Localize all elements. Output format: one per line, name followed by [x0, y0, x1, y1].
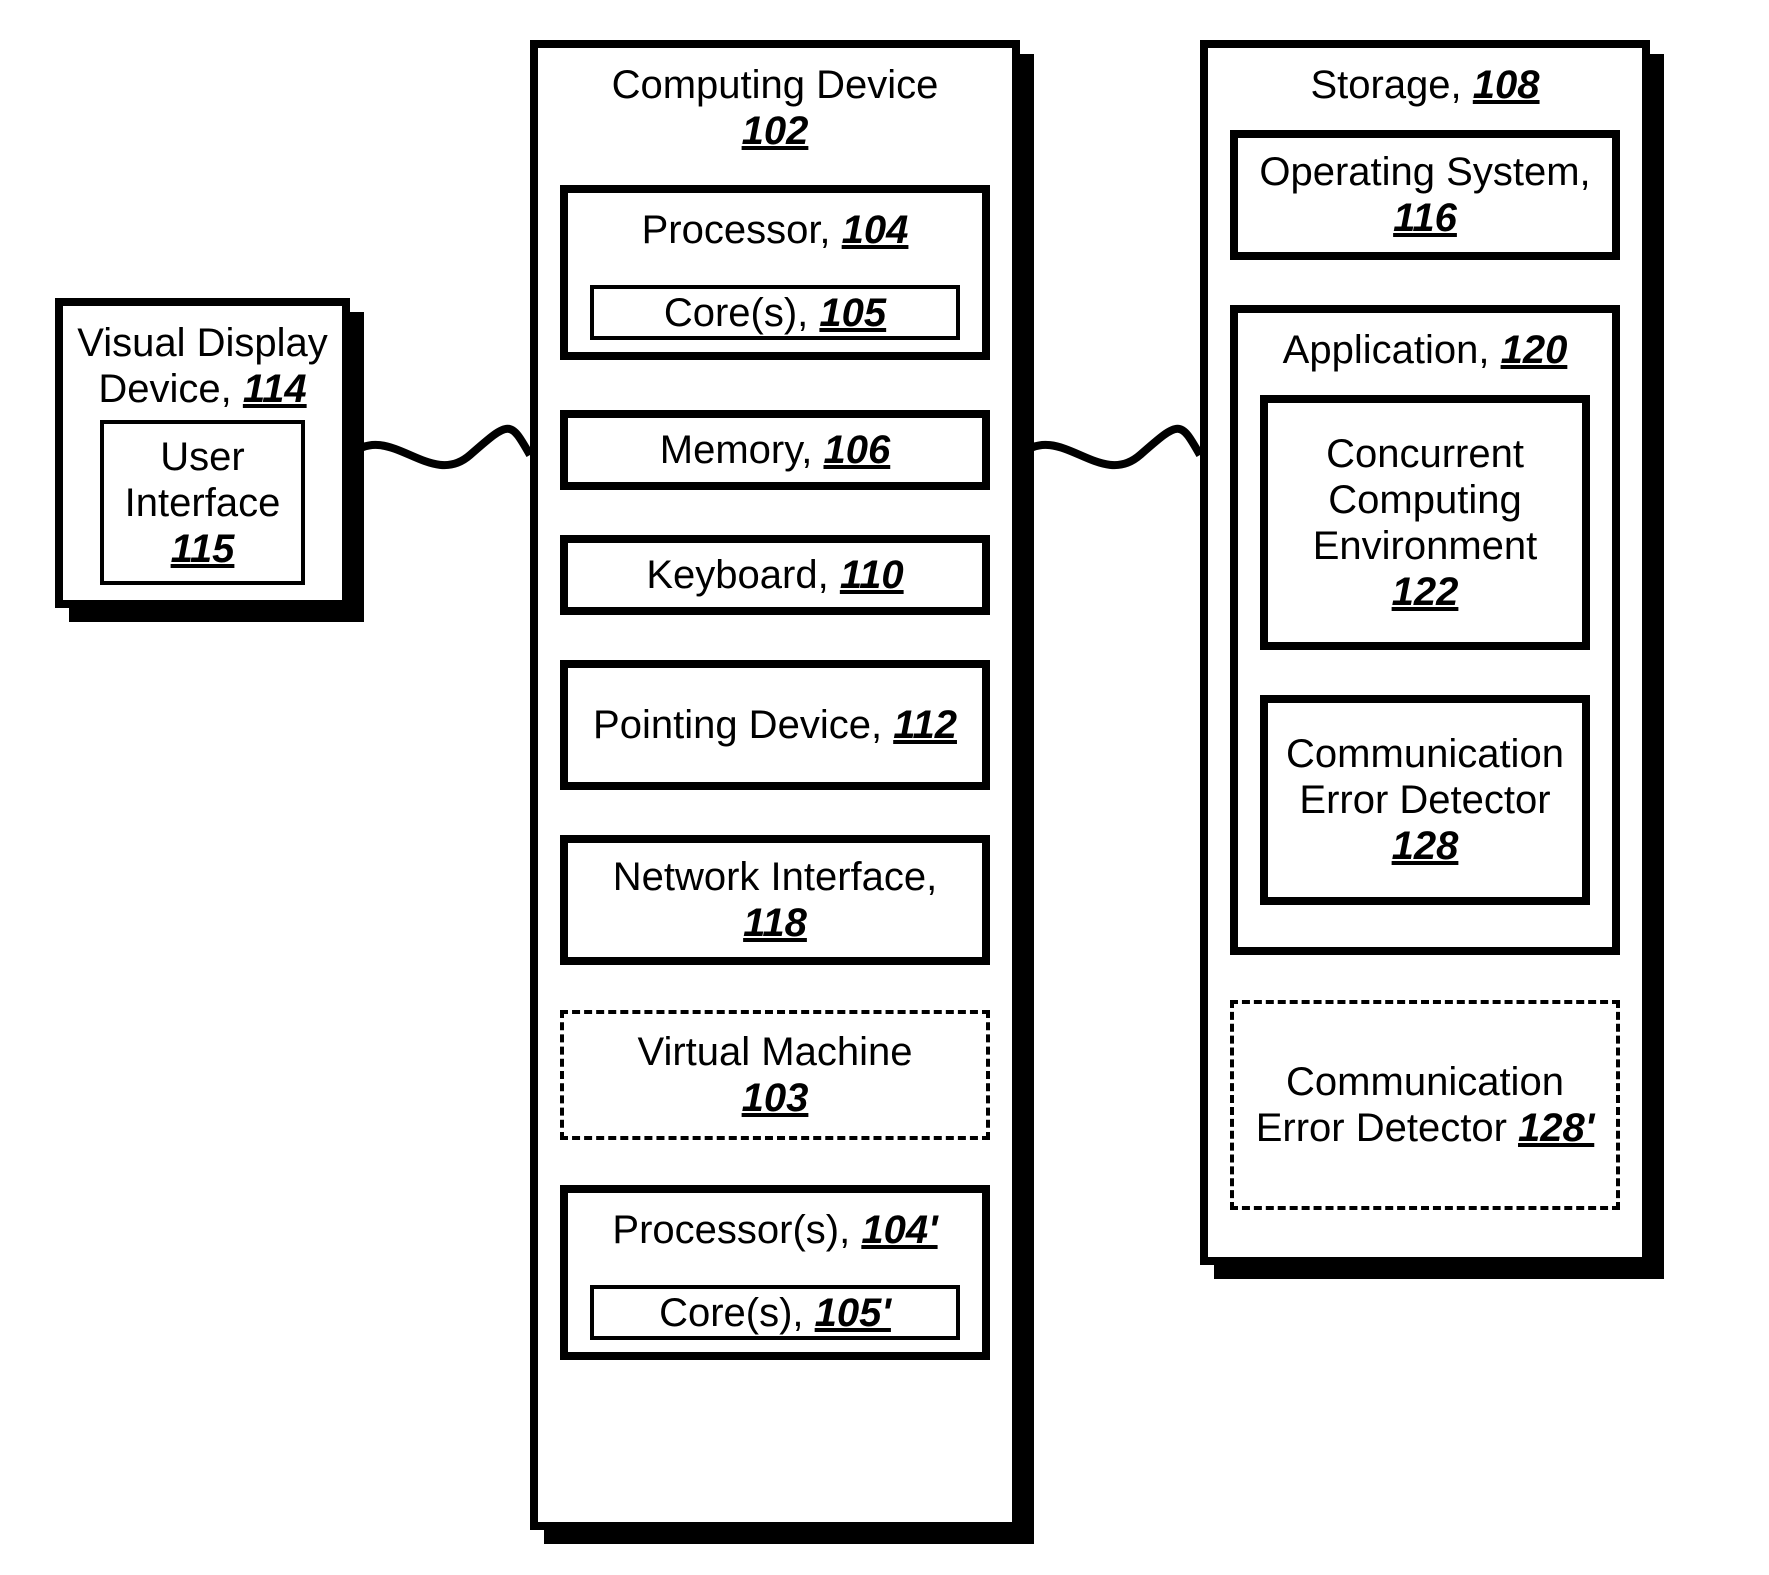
box-network-interface: Network Interface, 118	[560, 835, 990, 965]
box-concurrent-computing-environment: Concurrent Computing Environment 122	[1260, 395, 1590, 650]
box-communication-error-detector-prime: Communication Error Detector 128'	[1230, 1000, 1620, 1210]
label-visual-display-device: Visual Display Device, 114	[73, 320, 332, 412]
box-virtual-machine: Virtual Machine 103	[560, 1010, 990, 1140]
box-memory: Memory, 106	[560, 410, 990, 490]
label-storage: Storage, 108	[1310, 62, 1539, 108]
label-operating-system: Operating System, 116	[1248, 149, 1602, 241]
box-pointing-device: Pointing Device, 112	[560, 660, 990, 790]
box-user-interface: User Interface 115	[100, 420, 305, 585]
label-user-interface: User Interface 115	[114, 434, 291, 572]
box-communication-error-detector: Communication Error Detector 128	[1260, 695, 1590, 905]
box-cores: Core(s), 105	[590, 285, 960, 340]
label-memory: Memory, 106	[660, 427, 890, 473]
label-concurrent-computing-environment: Concurrent Computing Environment 122	[1278, 431, 1572, 615]
label-processor: Processor, 104	[642, 207, 909, 253]
box-operating-system: Operating System, 116	[1230, 130, 1620, 260]
label-network-interface: Network Interface, 118	[578, 854, 972, 946]
box-cores-prime: Core(s), 105'	[590, 1285, 960, 1340]
label-application: Application, 120	[1283, 327, 1568, 373]
label-pointing-device: Pointing Device, 112	[593, 702, 957, 748]
box-keyboard: Keyboard, 110	[560, 535, 990, 615]
label-communication-error-detector: Communication Error Detector 128	[1278, 731, 1572, 869]
diagram-canvas: Visual Display Device, 114 User Interfac…	[0, 0, 1769, 1575]
label-computing-device: Computing Device 102	[612, 62, 939, 154]
label-cores: Core(s), 105	[664, 290, 886, 336]
label-processors-prime: Processor(s), 104'	[612, 1207, 937, 1253]
label-keyboard: Keyboard, 110	[646, 552, 903, 598]
label-communication-error-detector-prime: Communication Error Detector 128'	[1244, 1059, 1606, 1151]
label-virtual-machine: Virtual Machine 103	[638, 1029, 913, 1121]
label-cores-prime: Core(s), 105'	[659, 1290, 891, 1336]
